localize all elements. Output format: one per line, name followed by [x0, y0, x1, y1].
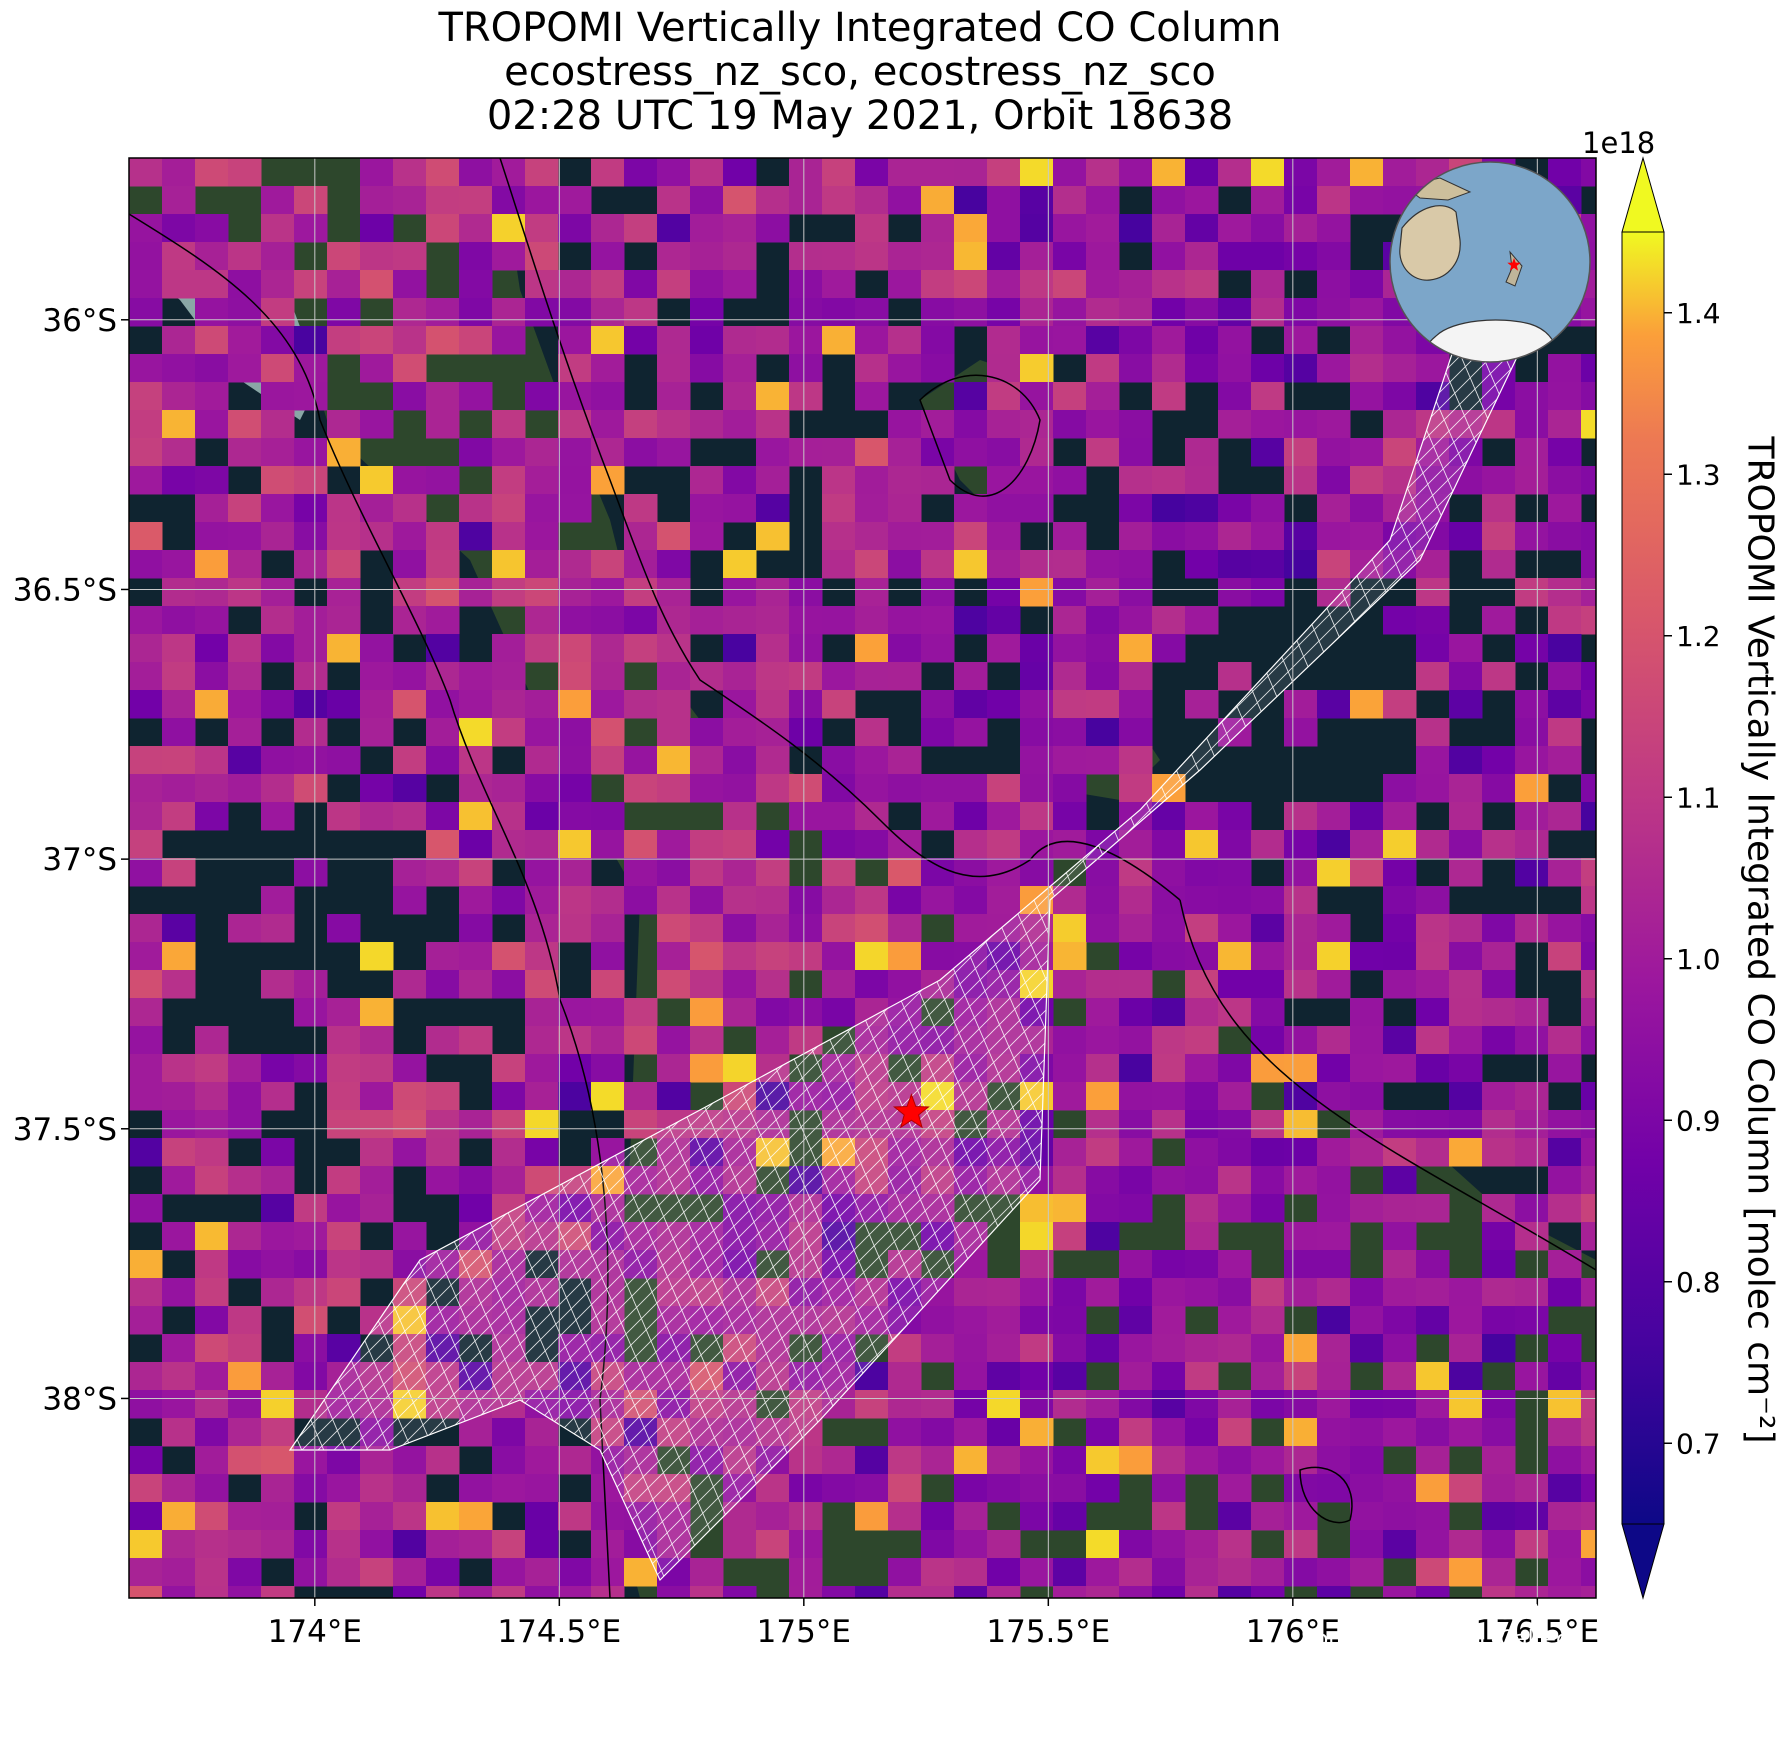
- longitude-tick-label: 175°E: [757, 1614, 851, 1650]
- australia-shape: [1399, 205, 1461, 281]
- globe-site-marker: [1507, 258, 1521, 271]
- latitude-tick-label: 37°S: [42, 842, 117, 878]
- longitude-tick-label: 174.5°E: [497, 1614, 621, 1650]
- map-subtitle: ecostress_nz_sco, ecostress_nz_sco: [504, 49, 1216, 95]
- target-site-marker: [892, 1093, 930, 1129]
- latitude-axis: 36°S 36.5°S 37°S 37.5°S 38°S: [13, 303, 129, 1417]
- colorbar-tick-label: 0.7: [1676, 1427, 1721, 1460]
- longitude-tick-label: 176.5°E: [1475, 1614, 1599, 1650]
- longitude-axis: 174°E 174.5°E 175°E 175.5°E 176°E 176.5°E: [268, 1598, 1599, 1650]
- latitude-tick-label: 36°S: [42, 303, 117, 339]
- credits: Created 10 Oct 2024 Source: NASA/JPL-Cal…: [1301, 1599, 1582, 1653]
- colorbar: 0.7 0.8 0.9 1.0 1.1 1.2 1.3 1.4: [1621, 156, 1721, 1600]
- latitude-tick-label: 38°S: [42, 1381, 117, 1417]
- co-pixel-grid: [129, 158, 1596, 1598]
- coastlines: [129, 158, 1596, 1598]
- longitude-tick-label: 174°E: [268, 1614, 362, 1650]
- colorbar-tick-label: 1.2: [1676, 620, 1721, 653]
- colorbar-label-box: TROPOMI Vertically Integrated CO Column …: [1738, 380, 1777, 1500]
- colorbar-gradient: [1621, 231, 1665, 1525]
- colorbar-tick-label: 1.4: [1676, 297, 1721, 330]
- latitude-tick-label: 36.5°S: [13, 572, 117, 608]
- colorbar-tick-label: 0.8: [1676, 1266, 1721, 1299]
- longitude-tick-label: 175.5°E: [986, 1614, 1110, 1650]
- colorbar-extend-min: [1621, 1523, 1665, 1600]
- map-date-orbit: 02:28 UTC 19 May 2021, Orbit 18638: [486, 93, 1234, 139]
- colorbar-tick-label: 0.9: [1676, 1104, 1721, 1137]
- colorbar-label: TROPOMI Vertically Integrated CO Column …: [1739, 436, 1777, 1444]
- colorbar-exponent: 1e18: [1582, 126, 1656, 160]
- graticule: [129, 158, 1596, 1598]
- latitude-tick-label: 37.5°S: [13, 1112, 117, 1148]
- colorbar-tick-label: 1.1: [1676, 781, 1721, 814]
- colorbar-extend-max: [1621, 156, 1665, 233]
- credit-created: Created 10 Oct 2024: [1351, 1600, 1582, 1625]
- credit-source: Source: NASA/JPL-Caltech: [1300, 1627, 1582, 1652]
- colorbar-tick-label: 1.3: [1676, 458, 1721, 491]
- longitude-tick-label: 176°E: [1246, 1614, 1340, 1650]
- map-frame: [128, 157, 1597, 1599]
- map-title: TROPOMI Vertically Integrated CO Column: [438, 5, 1282, 51]
- colorbar-tick-label: 1.0: [1676, 943, 1721, 976]
- map-panel: [129, 158, 1596, 1598]
- colorbar-ticks: 0.7 0.8 0.9 1.0 1.1 1.2 1.3 1.4: [1664, 297, 1721, 1460]
